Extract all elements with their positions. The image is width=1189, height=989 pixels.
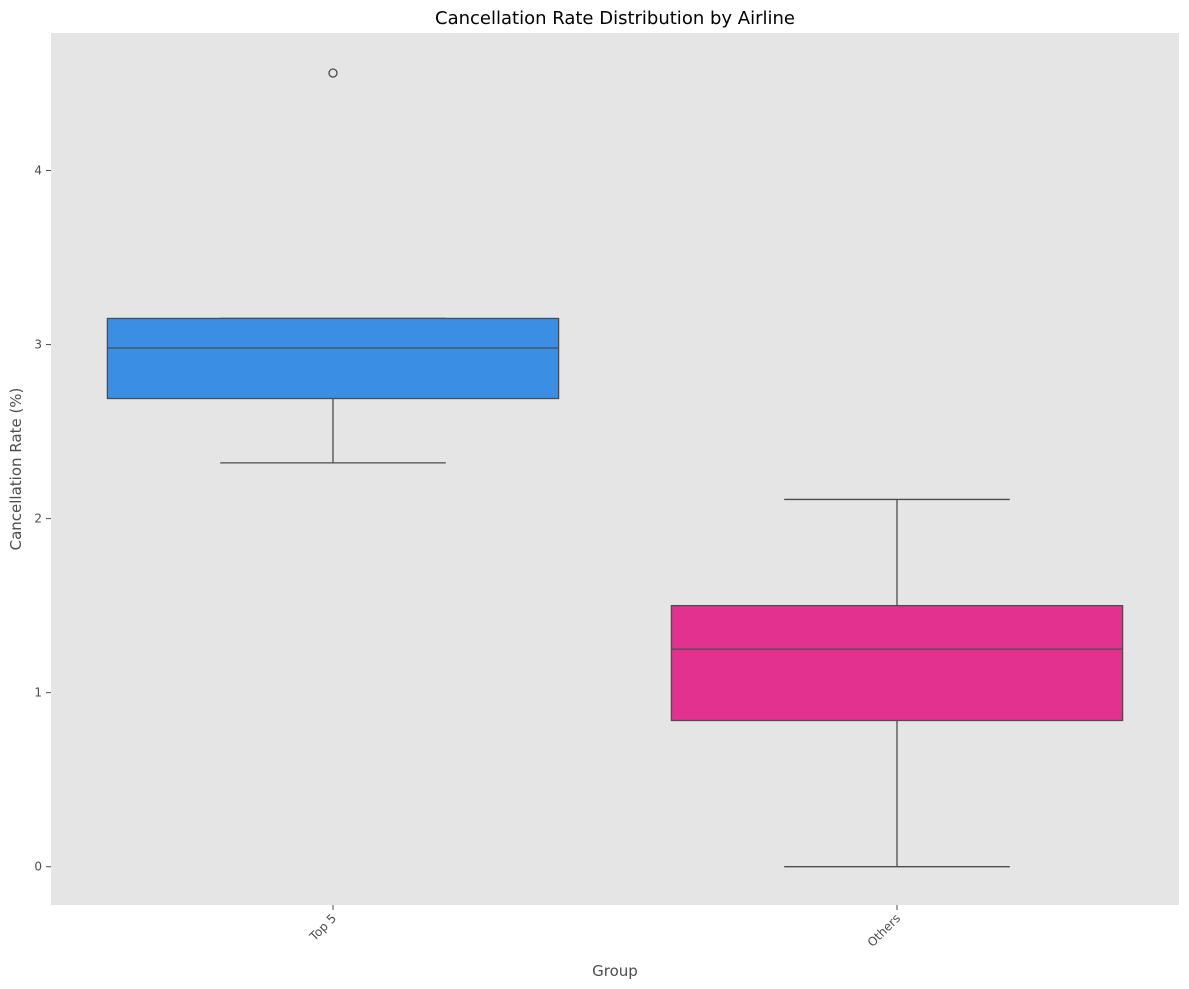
x-axis-label: Group: [592, 962, 638, 980]
y-tick-label: 3: [34, 338, 42, 352]
boxes-layer: [106, 68, 1124, 868]
x-tick-label: Top 5: [306, 911, 339, 944]
x-axis-ticks: Top 5 Others: [306, 905, 903, 950]
iqr-box: [106, 317, 560, 400]
outlier-point: [328, 68, 338, 78]
x-tick-label: Others: [865, 911, 903, 949]
box-group: [670, 498, 1124, 868]
y-tick-label: 4: [34, 164, 42, 178]
chart-title: Cancellation Rate Distribution by Airlin…: [435, 8, 795, 29]
box-group: [106, 68, 560, 464]
iqr-box: [670, 604, 1124, 722]
y-axis-label: Cancellation Rate (%): [7, 388, 25, 551]
plot-area: [51, 33, 1179, 905]
y-tick-label: 2: [34, 512, 42, 526]
y-axis-ticks: 0 1 2 3 4: [34, 164, 51, 874]
y-tick-label: 0: [34, 860, 42, 874]
y-tick-label: 1: [34, 686, 42, 700]
